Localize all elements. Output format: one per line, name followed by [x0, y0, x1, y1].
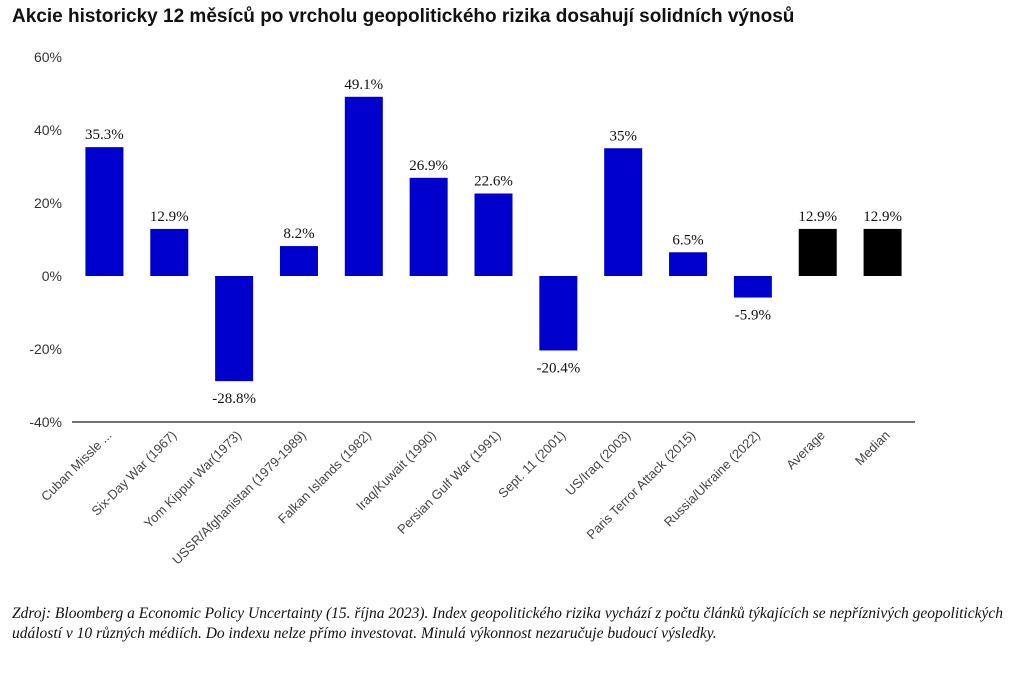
x-tick-label: Average	[783, 428, 828, 473]
x-tick-label: Sept. 11 (2001)	[495, 428, 568, 501]
bar	[798, 228, 837, 276]
bar-chart: 60% 40% 20% 0% -20% -40% 35.3% 12.9% -28.8% 8.2%…	[29, 49, 915, 568]
data-label: 26.9%	[409, 158, 448, 174]
bar	[604, 148, 643, 276]
y-tick-label: 20%	[34, 195, 62, 211]
bar	[150, 228, 189, 276]
data-label: 8.2%	[283, 226, 314, 242]
bar	[215, 276, 254, 382]
y-tick-label: -40%	[29, 414, 62, 430]
bar	[539, 276, 578, 351]
x-tick-label: US/Iraq (2003)	[562, 428, 633, 499]
data-label: 35.3%	[85, 127, 124, 143]
y-tick-label: 40%	[34, 122, 62, 138]
y-tick-label: 60%	[34, 49, 62, 65]
bar	[863, 228, 902, 276]
data-label: -28.8%	[212, 391, 256, 407]
y-tick-label: -20%	[29, 341, 62, 357]
bar	[409, 177, 448, 276]
data-label: 12.9%	[863, 209, 902, 225]
bar	[474, 193, 513, 276]
bar	[669, 252, 708, 276]
bars	[85, 96, 902, 382]
data-labels: 35.3% 12.9% -28.8% 8.2% 49.1% 26.9% 22.6% -20.4…	[85, 77, 902, 407]
data-label: 6.5%	[672, 232, 703, 248]
data-label: 12.9%	[798, 209, 837, 225]
data-label: 35%	[609, 128, 637, 144]
y-axis: 60% 40% 20% 0% -20% -40%	[29, 49, 62, 430]
data-label: -20.4%	[536, 360, 580, 376]
x-tick-label: Median	[852, 428, 893, 469]
x-axis: Cuban Missle ...Six-Day War (1967)Yom Ki…	[38, 421, 915, 568]
y-tick-label: 0%	[42, 268, 62, 284]
bar	[733, 276, 772, 298]
data-label: -5.9%	[735, 308, 771, 324]
bar	[85, 147, 124, 276]
x-tick-label: USSR/Afghanistan (1979-1989)	[169, 428, 309, 568]
bar	[279, 246, 318, 276]
data-label: 22.6%	[474, 174, 513, 190]
x-tick-label: Paris Terror Attack (2015)	[583, 428, 698, 543]
data-label: 12.9%	[150, 209, 189, 225]
data-label: 49.1%	[344, 77, 383, 93]
chart-title: Akcie historicky 12 měsíců po vrcholu ge…	[12, 6, 795, 27]
bar	[344, 96, 383, 276]
source-footnote: Zdroj: Bloomberg a Economic Policy Uncer…	[12, 605, 1004, 642]
